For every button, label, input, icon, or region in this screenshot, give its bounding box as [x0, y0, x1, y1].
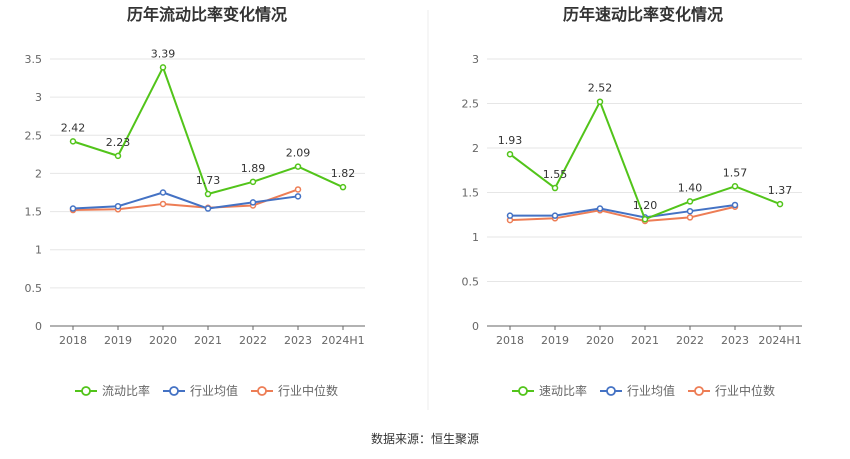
legend-item[interactable]: 速动比率 [512, 383, 587, 398]
data-point [506, 150, 514, 158]
data-point [596, 205, 604, 212]
data-label: 2.52 [588, 82, 613, 95]
data-point [776, 200, 784, 208]
y-tick-label: 0.5 [462, 276, 480, 289]
y-tick-label: 0 [35, 320, 42, 333]
y-tick-label: 3 [472, 53, 479, 66]
y-tick-label: 1 [35, 244, 42, 257]
x-tick-label: 2024H1 [758, 334, 801, 347]
legend-label: 流动比率 [102, 383, 150, 398]
data-point [114, 152, 122, 160]
data-point [686, 198, 694, 205]
data-point [641, 215, 649, 223]
y-tick-label: 3.5 [25, 53, 43, 66]
data-label: 1.55 [543, 168, 568, 181]
y-tick-label: 2 [472, 142, 479, 155]
y-tick-label: 0 [472, 320, 479, 333]
x-tick-label: 2023 [721, 334, 749, 347]
chart-title: 历年速动比率变化情况 [563, 5, 723, 24]
x-tick-label: 2018 [59, 334, 87, 347]
x-tick-label: 2019 [104, 334, 132, 347]
data-point [294, 163, 302, 170]
data-point [249, 199, 257, 206]
data-label: 2.42 [61, 121, 86, 134]
data-point [159, 64, 167, 71]
legend-item[interactable]: 行业均值 [600, 383, 675, 398]
legend-marker [169, 386, 179, 396]
data-label: 1.57 [723, 166, 748, 179]
data-point [159, 189, 167, 196]
x-tick-label: 2022 [239, 334, 267, 347]
y-tick-label: 2.5 [462, 98, 480, 111]
data-label: 1.73 [196, 174, 221, 187]
x-tick-label: 2019 [541, 334, 569, 347]
data-point [551, 212, 559, 219]
data-point [294, 186, 302, 193]
data-point [596, 98, 604, 105]
data-point [731, 183, 739, 190]
data-point [339, 183, 347, 191]
y-tick-label: 3 [35, 91, 42, 104]
series-line-行业均值 [510, 203, 736, 219]
data-point [506, 212, 514, 219]
legend-label: 速动比率 [539, 383, 587, 398]
series-line-行业中位数 [72, 188, 299, 212]
data-point [686, 214, 694, 221]
data-label: 1.37 [768, 184, 793, 197]
legend-item[interactable]: 行业中位数 [688, 383, 775, 398]
data-point [731, 201, 739, 209]
data-label: 3.39 [151, 47, 176, 60]
data-label: 2.09 [286, 147, 311, 160]
x-tick-label: 2021 [631, 334, 659, 347]
x-tick-label: 2023 [284, 334, 312, 347]
legend-label: 行业均值 [627, 383, 675, 398]
legend-marker [257, 386, 267, 396]
x-tick-label: 2024H1 [321, 334, 364, 347]
data-point [249, 178, 257, 186]
data-point [204, 205, 212, 212]
y-tick-label: 2.5 [25, 129, 43, 142]
data-point [69, 205, 77, 212]
y-tick-label: 1.5 [25, 206, 43, 219]
legend-label: 行业中位数 [278, 383, 338, 398]
chart-title: 历年流动比率变化情况 [127, 5, 287, 24]
series-line-行业均值 [72, 191, 299, 210]
y-tick-label: 1.5 [462, 187, 480, 200]
data-point [69, 138, 77, 145]
legend-marker [81, 386, 91, 396]
data-label: 1.40 [678, 181, 703, 194]
data-point [294, 193, 302, 200]
data-label: 1.89 [241, 162, 266, 175]
data-point [159, 200, 167, 208]
legend-label: 行业中位数 [715, 383, 775, 398]
data-point [204, 190, 212, 198]
data-point [686, 207, 694, 215]
data-label: 1.93 [498, 134, 523, 147]
x-tick-label: 2018 [496, 334, 524, 347]
y-tick-label: 1 [472, 231, 479, 244]
legend-item[interactable]: 流动比率 [75, 383, 150, 398]
chart-2: 历年速动比率变化情况 0 0.5 1 1.5 2 2.5 3 2018 2019 2020 2021 2… [462, 5, 802, 398]
series-line-行业中位数 [509, 205, 736, 222]
data-label: 1.20 [633, 199, 658, 212]
data-point [551, 184, 559, 192]
legend-item[interactable]: 行业均值 [163, 383, 238, 398]
legend-marker [694, 386, 704, 396]
chart-1: 历年流动比率变化情况 0 0.5 1 1.5 2 2.5 3 3.5 2018 2019 2020 20… [25, 5, 365, 398]
data-source: 数据来源：恒生聚源 [370, 432, 479, 446]
x-tick-label: 2020 [586, 334, 614, 347]
legend-item[interactable]: 行业中位数 [251, 383, 338, 398]
x-tick-label: 2021 [194, 334, 222, 347]
y-tick-label: 2 [35, 167, 42, 180]
y-tick-label: 0.5 [25, 282, 43, 295]
legend-marker [606, 386, 616, 396]
legend-marker [518, 386, 528, 396]
x-tick-label: 2020 [149, 334, 177, 347]
x-tick-label: 2022 [676, 334, 704, 347]
legend-label: 行业均值 [190, 383, 238, 398]
data-label: 2.23 [106, 136, 131, 149]
data-label: 1.82 [331, 167, 356, 180]
data-point [114, 202, 122, 210]
